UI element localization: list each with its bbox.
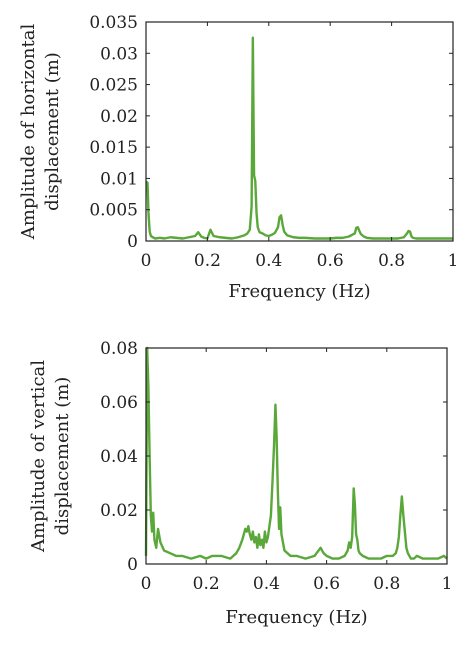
x-tick-label: 0.6 bbox=[317, 251, 344, 271]
x-tick-label: 1 bbox=[442, 574, 453, 594]
x-axis-label: Frequency (Hz) bbox=[228, 281, 370, 302]
y-tick-label: 0.06 bbox=[100, 393, 138, 413]
y-tick-label: 0.04 bbox=[100, 447, 138, 467]
x-tick-label: 1 bbox=[448, 251, 459, 271]
y-axis-label-line: displacement (m) bbox=[42, 52, 63, 211]
x-tick-label: 0.8 bbox=[373, 574, 400, 594]
y-tick-label: 0.01 bbox=[100, 169, 138, 189]
y-tick-label: 0.02 bbox=[100, 501, 138, 521]
x-tick-label: 0.2 bbox=[194, 251, 221, 271]
y-tick-label: 0.025 bbox=[89, 76, 138, 96]
series-line bbox=[145, 36, 453, 240]
vertical-displacement-chart: 0 0.2 0.4 0.6 0.8 1 0 0.02 0.04 0.06 0.08 Frequency… bbox=[28, 339, 452, 628]
y-tick-label: 0.035 bbox=[89, 13, 138, 33]
y-axis-label-line: Amplitude of horizontal bbox=[18, 24, 39, 241]
x-tick-label: 0.6 bbox=[313, 574, 340, 594]
plot-frame bbox=[145, 347, 448, 565]
y-tick-label: 0.015 bbox=[89, 138, 138, 158]
y-tick-label: 0.03 bbox=[100, 44, 138, 64]
x-tick-label: 0.2 bbox=[193, 574, 220, 594]
series-line bbox=[144, 346, 448, 560]
x-axis-label: Frequency (Hz) bbox=[225, 607, 367, 628]
y-tick-label: 0.02 bbox=[100, 107, 138, 127]
horizontal-displacement-chart: 0 0.2 0.4 0.6 0.8 1 0 0.005 0.01 0.015 0.02 0.025 0.… bbox=[18, 13, 458, 302]
x-tick-label: 0.4 bbox=[253, 574, 280, 594]
x-tick-label: 0.4 bbox=[255, 251, 282, 271]
plot-frame bbox=[145, 21, 454, 242]
x-tick-label: 0 bbox=[141, 251, 152, 271]
y-axis-label-line: Amplitude of vertical bbox=[28, 360, 49, 553]
y-tick-label: 0.08 bbox=[100, 339, 138, 359]
y-tick-label: 0 bbox=[127, 232, 138, 252]
x-tick-label: 0 bbox=[141, 574, 152, 594]
x-tick-label: 0.8 bbox=[378, 251, 405, 271]
y-tick-label: 0 bbox=[127, 555, 138, 575]
y-tick-label: 0.005 bbox=[89, 201, 138, 221]
y-axis-label-line: displacement (m) bbox=[52, 377, 73, 536]
